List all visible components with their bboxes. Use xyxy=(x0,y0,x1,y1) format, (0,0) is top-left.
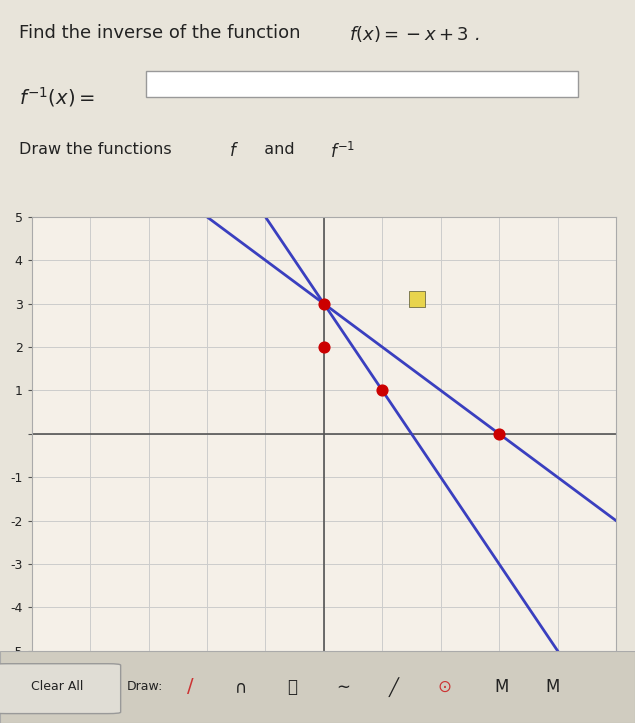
Point xyxy=(377,385,387,396)
Text: M: M xyxy=(495,678,509,696)
Text: and: and xyxy=(254,142,305,157)
Text: $f$: $f$ xyxy=(229,142,239,160)
Text: ╱: ╱ xyxy=(389,677,399,697)
Text: ∩: ∩ xyxy=(235,678,248,696)
Text: $f^{-1}$: $f^{-1}$ xyxy=(330,142,356,162)
FancyBboxPatch shape xyxy=(0,664,121,714)
Point xyxy=(319,341,329,353)
FancyBboxPatch shape xyxy=(0,651,635,723)
FancyBboxPatch shape xyxy=(146,71,578,97)
Text: $f^{-1}(x) =$: $f^{-1}(x) =$ xyxy=(19,85,95,109)
Point xyxy=(319,298,329,309)
Text: $f(x) = -x+3$ .: $f(x) = -x+3$ . xyxy=(349,25,479,44)
Text: Clear All: Clear All xyxy=(31,680,83,693)
Text: ⊙: ⊙ xyxy=(438,678,451,696)
Point xyxy=(412,294,422,305)
Text: Draw the functions: Draw the functions xyxy=(19,142,182,157)
Point xyxy=(494,428,504,440)
Text: /: / xyxy=(187,677,194,696)
Text: ⌒: ⌒ xyxy=(287,678,297,696)
Text: M: M xyxy=(545,678,559,696)
Text: Find the inverse of the function: Find the inverse of the function xyxy=(19,25,312,42)
Text: ∼: ∼ xyxy=(336,678,350,696)
Text: Draw:: Draw: xyxy=(127,680,163,693)
